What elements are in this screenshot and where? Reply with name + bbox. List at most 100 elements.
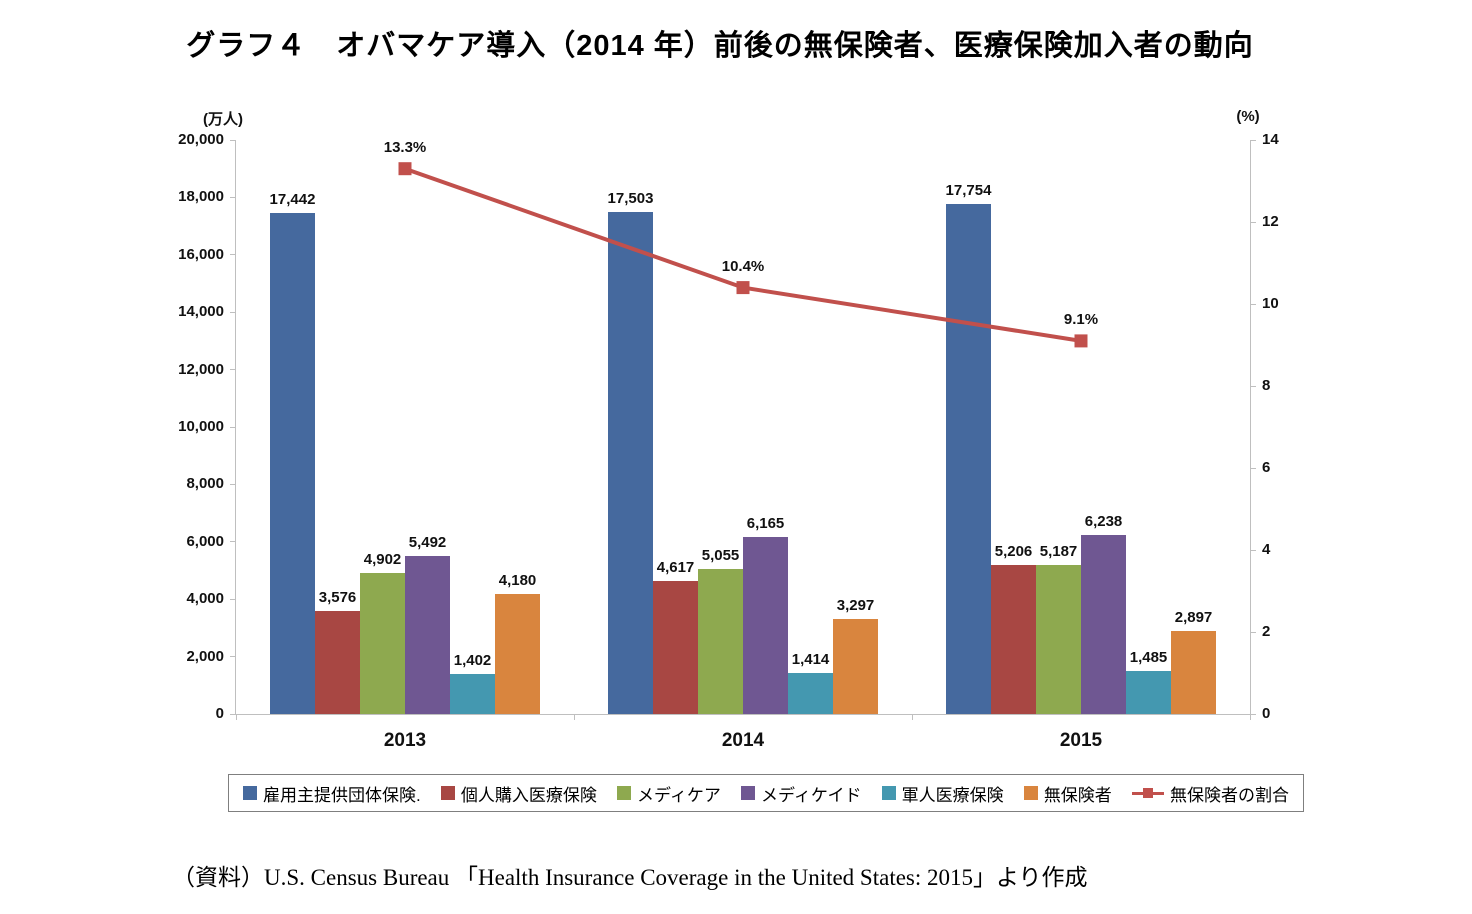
right-axis-tick	[1251, 467, 1256, 469]
category-label-2013: 2013	[383, 730, 427, 751]
left-axis-tick	[230, 426, 235, 428]
legend-label-medicare: メディケア	[637, 785, 721, 805]
bar-value-label-employer-group-insurance-2014: 17,503	[607, 189, 654, 207]
bar-value-label-medicaid-2013: 5,492	[408, 534, 447, 552]
bar-value-label-military-insurance-2015: 1,485	[1129, 649, 1168, 667]
bar-value-label-uninsured-2014: 3,297	[836, 597, 875, 615]
x-axis-tick	[1249, 715, 1251, 720]
line-marker-2014	[736, 281, 750, 295]
legend-item-military-insurance: 軍人医療保険	[881, 781, 1004, 806]
line-value-label-2015: 9.1%	[1063, 310, 1099, 328]
bar-medicaid-2013	[405, 556, 450, 714]
bar-value-label-uninsured-2013: 4,180	[498, 572, 537, 590]
bar-employer-group-insurance-2013	[270, 213, 315, 714]
bar-value-label-medicaid-2015: 6,238	[1084, 512, 1123, 530]
bar-medicare-2014	[698, 568, 743, 714]
legend-label-employer-group-insurance: 雇用主提供団体保険.	[263, 785, 421, 805]
legend-item-employer-group-insurance: 雇用主提供団体保険.	[243, 781, 421, 806]
right-axis-tick-label: 0	[1262, 705, 1271, 722]
bar-military-insurance-2013	[450, 673, 495, 714]
left-axis-tick	[230, 656, 235, 658]
x-axis-tick	[911, 715, 913, 720]
left-axis-tick	[230, 139, 235, 141]
x-axis-line	[235, 714, 1251, 715]
bar-individual-purchase-insurance-2014	[653, 581, 698, 714]
source-note: （資料）U.S. Census Bureau 「Health Insurance…	[172, 865, 1088, 890]
bar-value-label-medicare-2014: 5,055	[701, 546, 740, 564]
right-axis-tick	[1251, 139, 1256, 141]
right-axis-tick	[1251, 631, 1256, 633]
left-axis-tick-label: 20,000	[178, 131, 224, 148]
legend-item-medicare: メディケア	[617, 781, 721, 806]
left-axis-tick-label: 10,000	[178, 418, 224, 435]
left-axis-tick	[230, 196, 235, 198]
line-value-label-2014: 10.4%	[721, 257, 765, 275]
bar-individual-purchase-insurance-2015	[991, 564, 1036, 714]
bar-medicare-2013	[360, 573, 405, 714]
bar-value-label-individual-purchase-insurance-2013: 3,576	[318, 589, 357, 607]
bar-value-label-medicare-2013: 4,902	[363, 551, 402, 569]
left-axis-tick-label: 18,000	[178, 188, 224, 206]
left-axis-tick-label: 4,000	[186, 590, 224, 608]
left-axis-tick	[230, 254, 235, 256]
category-label-2014: 2014	[721, 730, 765, 751]
bar-medicare-2015	[1036, 565, 1081, 714]
bar-military-insurance-2014	[788, 673, 833, 714]
left-axis-tick-label: 16,000	[178, 245, 224, 263]
individual-purchase-insurance-swatch-icon	[440, 786, 455, 800]
left-axis-tick-label: 2,000	[186, 647, 224, 665]
left-axis-tick	[230, 369, 235, 371]
right-axis-tick	[1251, 713, 1256, 715]
right-axis-tick-label: 8	[1262, 377, 1271, 394]
left-axis-tick	[230, 541, 235, 543]
legend-label-individual-purchase-insurance: 個人購入医療保険	[460, 785, 597, 805]
right-axis-tick	[1251, 221, 1256, 223]
chart-title: グラフ４ オバマケア導入（2014 年）前後の無保険者、医療保険加入者の動向	[186, 30, 1254, 62]
left-axis-tick-label: 0	[215, 705, 224, 722]
line-marker-2015	[1074, 334, 1088, 348]
category-label-2015: 2015	[1059, 730, 1103, 751]
right-axis-line	[1250, 140, 1251, 714]
legend-item-medicaid: メディケイド	[741, 781, 862, 806]
right-axis-tick	[1251, 549, 1256, 551]
bar-employer-group-insurance-2014	[608, 211, 653, 714]
legend: 雇用主提供団体保険. 個人購入医療保険 メディケア メディケイド 軍人医療保険 無保険者 無…	[228, 774, 1304, 812]
bar-value-label-medicaid-2014: 6,165	[746, 515, 785, 533]
bar-individual-purchase-insurance-2013	[315, 611, 360, 714]
medicaid-swatch-icon	[741, 786, 756, 800]
right-axis-tick	[1251, 385, 1256, 387]
legend-item-uninsured-rate: 無保険者の割合	[1131, 781, 1289, 806]
right-axis-tick-label: 4	[1262, 541, 1271, 558]
right-axis-tick	[1251, 303, 1256, 305]
left-axis-tick	[230, 598, 235, 600]
legend-label-military-insurance: 軍人医療保険	[901, 785, 1004, 805]
bar-uninsured-2015	[1171, 630, 1216, 714]
left-axis-line	[235, 140, 236, 714]
bar-uninsured-2013	[495, 594, 540, 714]
right-axis-tick-label: 12	[1262, 213, 1279, 230]
legend-item-uninsured: 無保険者	[1023, 781, 1112, 806]
bar-value-label-uninsured-2015: 2,897	[1174, 608, 1213, 626]
x-axis-tick	[573, 715, 575, 720]
right-axis-tick-label: 10	[1262, 295, 1279, 312]
right-axis-tick-label: 6	[1262, 459, 1271, 476]
right-axis-tick-label: 14	[1262, 131, 1279, 148]
bar-value-label-military-insurance-2013: 1,402	[453, 651, 492, 669]
bar-value-label-individual-purchase-insurance-2015: 5,206	[994, 542, 1033, 560]
bar-value-label-employer-group-insurance-2013: 17,442	[269, 191, 316, 209]
uninsured-rate-line-icon	[1131, 786, 1164, 800]
left-axis-tick-label: 12,000	[178, 360, 224, 378]
right-axis-caption: (%)	[1236, 108, 1260, 125]
medicare-swatch-icon	[617, 786, 632, 800]
left-axis-caption: (万人)	[203, 111, 243, 128]
bar-uninsured-2014	[833, 619, 878, 714]
bar-military-insurance-2015	[1126, 671, 1171, 714]
bar-value-label-employer-group-insurance-2015: 17,754	[945, 182, 992, 200]
left-axis-tick-label: 8,000	[186, 475, 224, 493]
bar-medicaid-2014	[743, 537, 788, 714]
right-axis-tick-label: 2	[1262, 623, 1271, 640]
legend-label-uninsured-rate: 無保険者の割合	[1169, 785, 1289, 805]
legend-item-individual-purchase-insurance: 個人購入医療保険	[440, 781, 597, 806]
x-axis-tick	[235, 715, 237, 720]
